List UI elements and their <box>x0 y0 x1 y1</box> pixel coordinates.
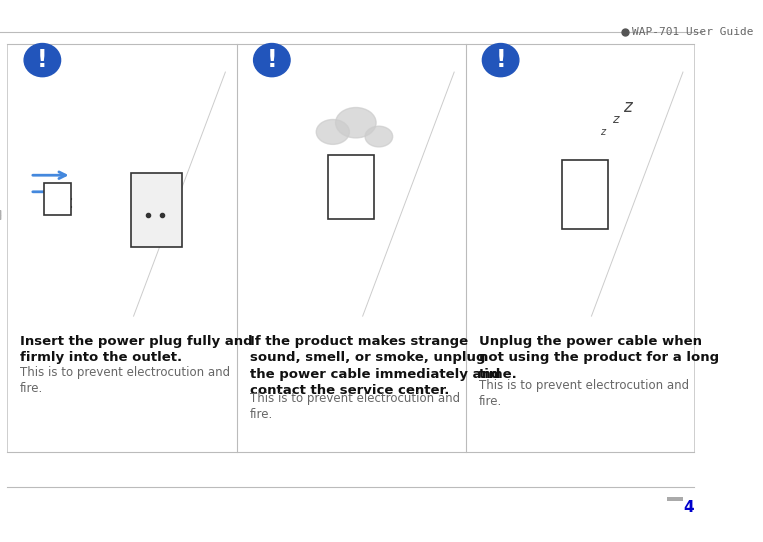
Ellipse shape <box>336 107 376 138</box>
Text: If the product makes strange
sound, smell, or smoke, unplug
the power cable imme: If the product makes strange sound, smel… <box>250 334 500 397</box>
Text: 4: 4 <box>684 500 694 515</box>
Text: z: z <box>612 113 618 126</box>
Text: Insert the power plug fully and
firmly into the outlet.: Insert the power plug fully and firmly i… <box>21 334 253 364</box>
Text: !: ! <box>266 48 277 72</box>
Text: This is to prevent electrocution and
fire.: This is to prevent electrocution and fir… <box>250 392 460 421</box>
Bar <box>43 183 72 215</box>
Ellipse shape <box>24 43 60 76</box>
Text: z: z <box>600 127 606 137</box>
Ellipse shape <box>365 126 393 147</box>
Text: Unplug the power cable when
not using the product for a long
time.: Unplug the power cable when not using th… <box>478 334 719 380</box>
Text: !: ! <box>37 48 47 72</box>
Ellipse shape <box>316 119 349 144</box>
Bar <box>562 159 607 229</box>
Text: This is to prevent electrocution and
fire.: This is to prevent electrocution and fir… <box>478 379 689 408</box>
Text: !: ! <box>495 48 506 72</box>
Ellipse shape <box>253 43 290 76</box>
Ellipse shape <box>482 43 519 76</box>
Bar <box>328 155 375 220</box>
Text: This is to prevent electrocution and
fire.: This is to prevent electrocution and fir… <box>21 366 230 395</box>
Text: WAP-701 User Guide: WAP-701 User Guide <box>632 28 753 37</box>
Bar <box>131 173 182 247</box>
Text: z: z <box>623 98 633 116</box>
Bar <box>667 496 684 501</box>
